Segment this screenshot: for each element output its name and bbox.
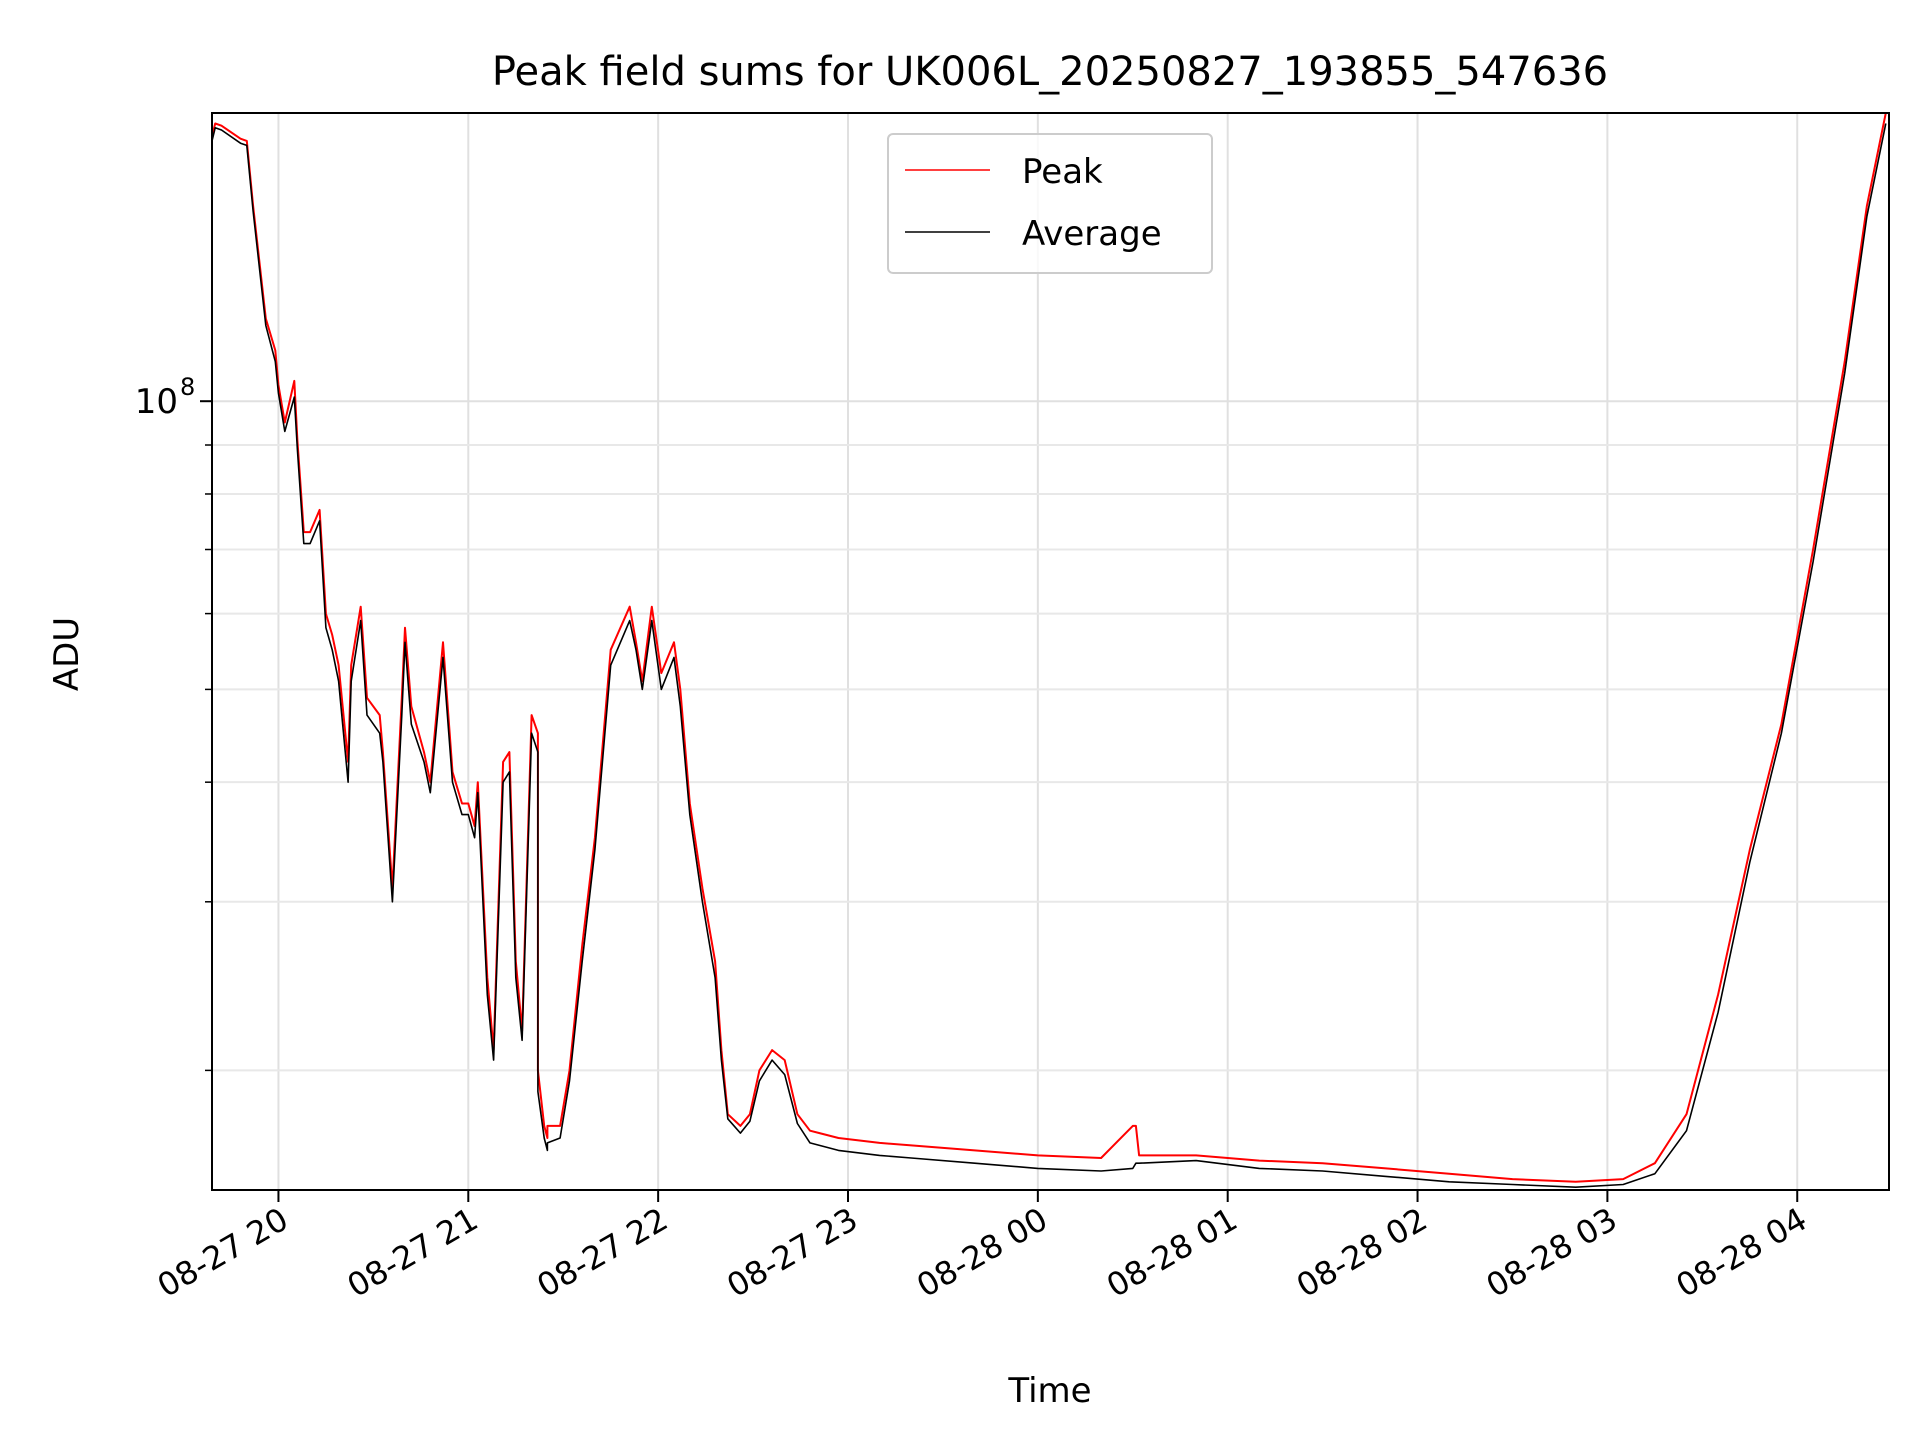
series-line-peak <box>212 113 1887 1183</box>
legend-peak-label: Peak <box>1022 152 1103 192</box>
series-line-average <box>212 123 1887 1188</box>
plot-area <box>212 113 1889 1190</box>
chart-title: Peak field sums for UK006L_20250827_1938… <box>492 49 1608 95</box>
y-tick-exponent: 8 <box>180 373 195 401</box>
legend: Peak Average <box>887 133 1213 274</box>
y-axis-ticks: 10 8 <box>135 373 212 1072</box>
grid <box>212 113 1889 1190</box>
legend-box <box>887 133 1213 274</box>
plot-frame <box>211 112 1890 1191</box>
x-axis-label: Time <box>1007 1371 1091 1411</box>
legend-average-label: Average <box>1022 214 1162 254</box>
y-axis-label: ADU <box>47 617 87 691</box>
y-tick-label: 10 <box>135 382 178 422</box>
series-lines <box>212 113 1887 1188</box>
